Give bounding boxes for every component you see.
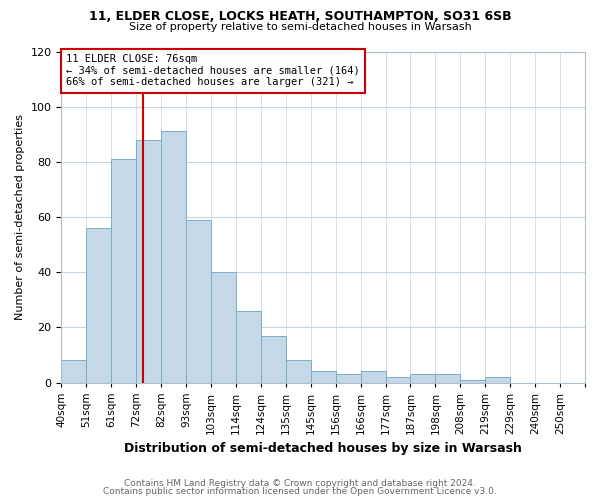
Y-axis label: Number of semi-detached properties: Number of semi-detached properties: [15, 114, 25, 320]
Bar: [286, 360, 311, 382]
Bar: [111, 159, 136, 382]
Bar: [186, 220, 211, 382]
Bar: [86, 228, 111, 382]
Bar: [410, 374, 436, 382]
Bar: [485, 377, 510, 382]
Bar: [460, 380, 485, 382]
Bar: [136, 140, 161, 382]
Bar: [311, 372, 335, 382]
Bar: [211, 272, 236, 382]
Bar: [386, 377, 410, 382]
Text: 11, ELDER CLOSE, LOCKS HEATH, SOUTHAMPTON, SO31 6SB: 11, ELDER CLOSE, LOCKS HEATH, SOUTHAMPTO…: [89, 10, 511, 23]
Bar: [436, 374, 460, 382]
X-axis label: Distribution of semi-detached houses by size in Warsash: Distribution of semi-detached houses by …: [124, 442, 522, 455]
Bar: [335, 374, 361, 382]
Bar: [361, 372, 386, 382]
Text: Contains public sector information licensed under the Open Government Licence v3: Contains public sector information licen…: [103, 487, 497, 496]
Bar: [61, 360, 86, 382]
Bar: [261, 336, 286, 382]
Text: 11 ELDER CLOSE: 76sqm
← 34% of semi-detached houses are smaller (164)
66% of sem: 11 ELDER CLOSE: 76sqm ← 34% of semi-deta…: [66, 54, 359, 88]
Text: Contains HM Land Registry data © Crown copyright and database right 2024.: Contains HM Land Registry data © Crown c…: [124, 478, 476, 488]
Bar: [236, 311, 261, 382]
Bar: [161, 132, 186, 382]
Text: Size of property relative to semi-detached houses in Warsash: Size of property relative to semi-detach…: [128, 22, 472, 32]
